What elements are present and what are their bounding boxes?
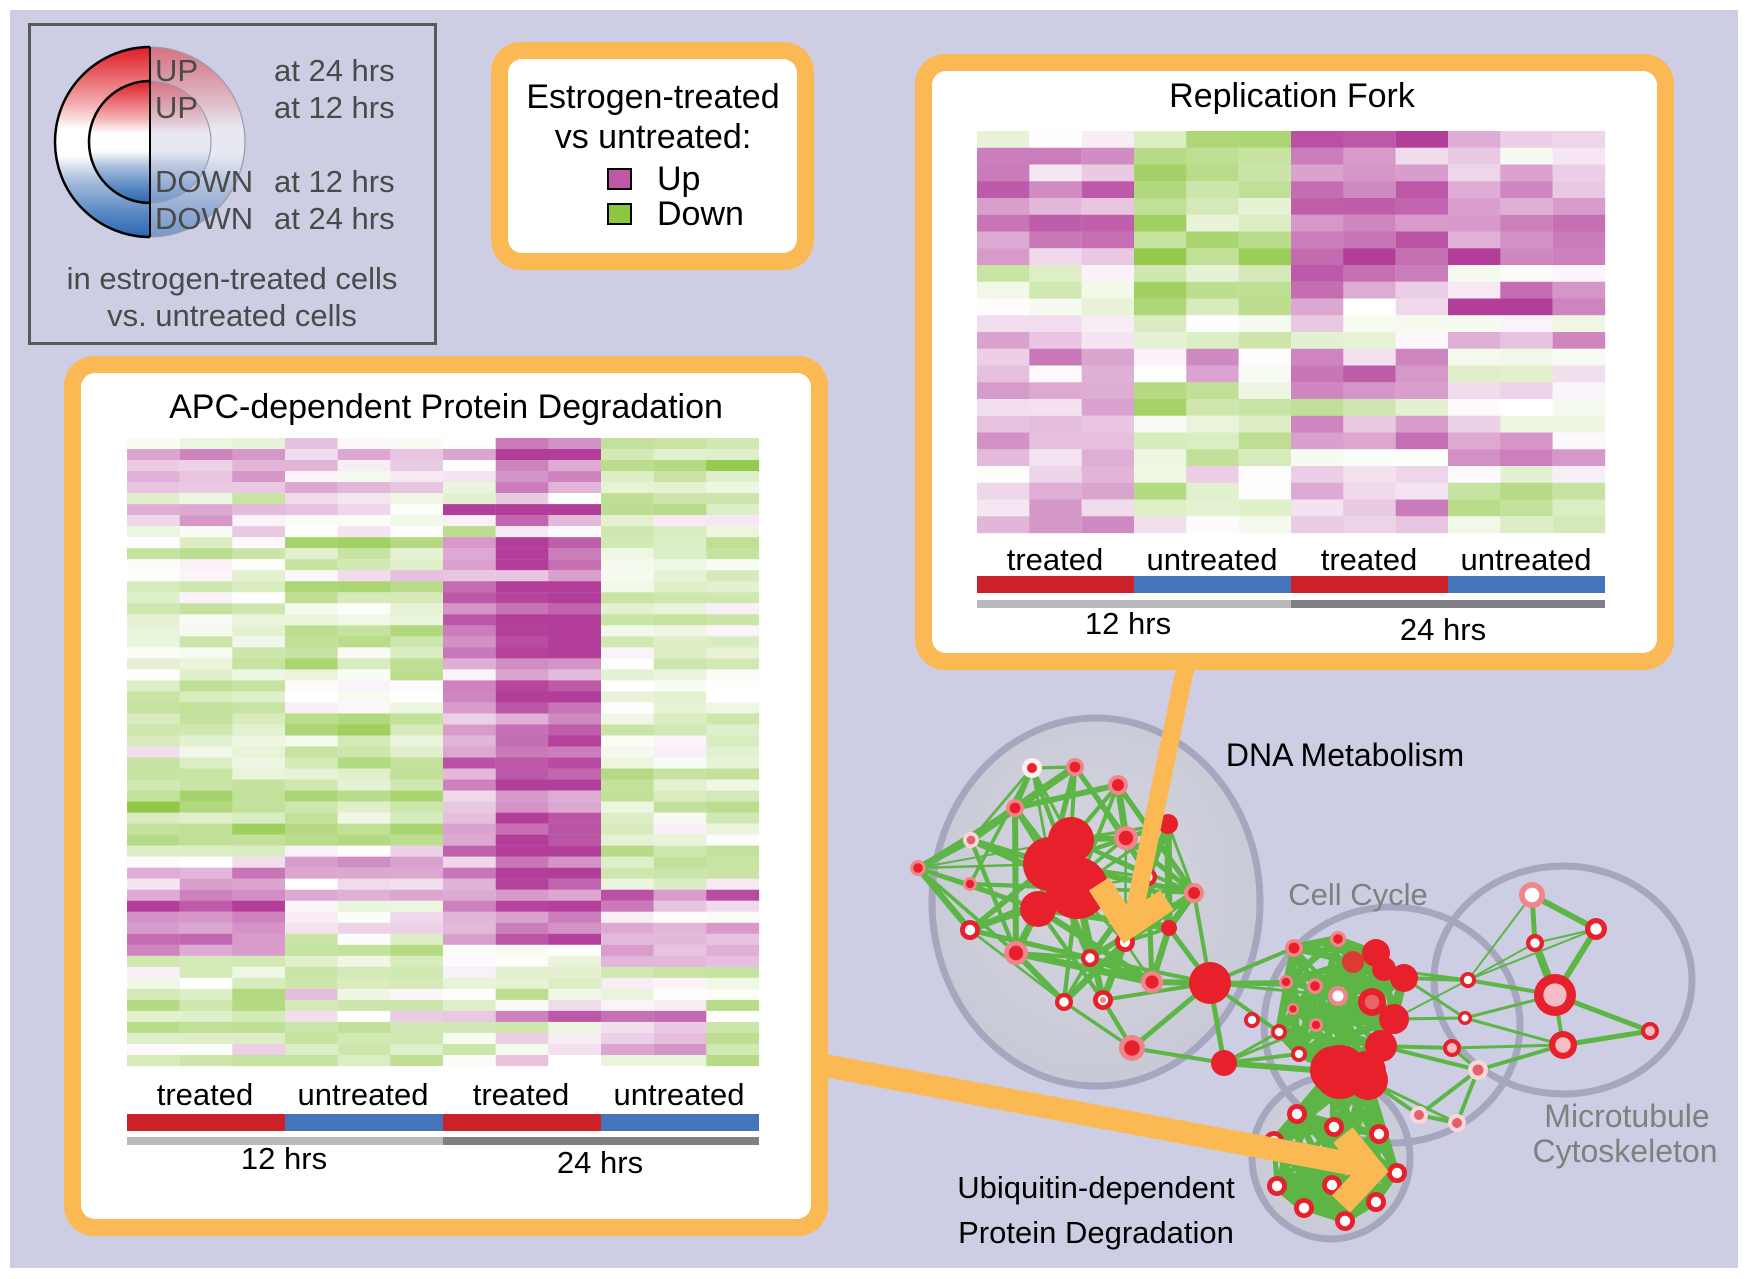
svg-text:Up: Up <box>657 160 700 198</box>
svg-text:at 24 hrs: at 24 hrs <box>274 53 395 88</box>
svg-text:untreated: untreated <box>614 1077 745 1112</box>
svg-text:DNA Metabolism: DNA Metabolism <box>1226 737 1464 773</box>
svg-text:UP: UP <box>155 53 198 88</box>
svg-text:vs. untreated cells: vs. untreated cells <box>107 298 357 333</box>
svg-text:DOWN: DOWN <box>155 164 253 199</box>
svg-text:Protein Degradation: Protein Degradation <box>958 1215 1234 1250</box>
svg-text:vs untreated:: vs untreated: <box>555 118 752 156</box>
svg-text:untreated: untreated <box>1147 542 1278 577</box>
svg-text:UP: UP <box>155 90 198 125</box>
svg-text:treated: treated <box>1321 542 1418 577</box>
svg-text:Cytoskeleton: Cytoskeleton <box>1533 1133 1718 1169</box>
svg-text:Microtubule: Microtubule <box>1544 1098 1709 1134</box>
svg-text:Ubiquitin-dependent: Ubiquitin-dependent <box>957 1170 1235 1205</box>
svg-text:untreated: untreated <box>1461 542 1592 577</box>
svg-text:24 hrs: 24 hrs <box>557 1145 643 1180</box>
svg-text:in estrogen-treated cells: in estrogen-treated cells <box>67 261 398 296</box>
svg-text:treated: treated <box>1007 542 1104 577</box>
svg-text:Down: Down <box>657 195 744 233</box>
svg-text:Replication Fork: Replication Fork <box>1169 77 1416 115</box>
svg-text:12 hrs: 12 hrs <box>1085 606 1171 641</box>
svg-text:DOWN: DOWN <box>155 201 253 236</box>
svg-text:APC-dependent Protein Degradat: APC-dependent Protein Degradation <box>169 388 723 426</box>
svg-text:Estrogen-treated: Estrogen-treated <box>526 78 779 116</box>
svg-text:at 12 hrs: at 12 hrs <box>274 90 395 125</box>
svg-text:at 24 hrs: at 24 hrs <box>274 201 395 236</box>
svg-text:untreated: untreated <box>298 1077 429 1112</box>
svg-text:treated: treated <box>157 1077 254 1112</box>
svg-text:Cell Cycle: Cell Cycle <box>1288 877 1428 912</box>
svg-text:12 hrs: 12 hrs <box>241 1141 327 1176</box>
svg-text:treated: treated <box>473 1077 570 1112</box>
svg-text:at 12 hrs: at 12 hrs <box>274 164 395 199</box>
svg-text:24 hrs: 24 hrs <box>1400 612 1486 647</box>
